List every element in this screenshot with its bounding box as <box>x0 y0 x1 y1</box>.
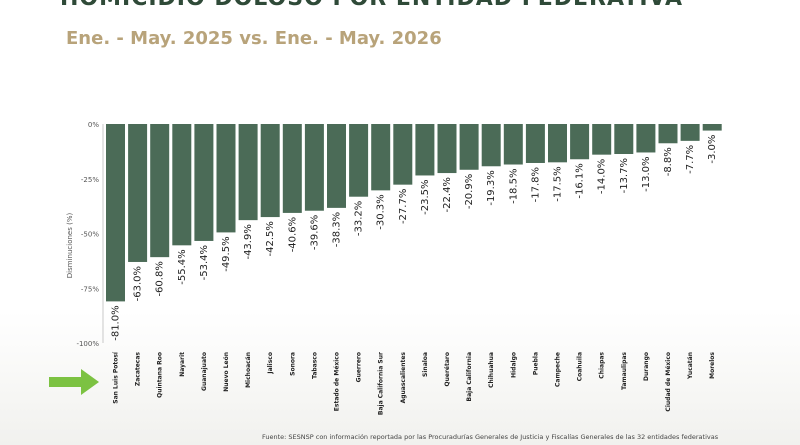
y-axis-title: Disminuciones (%) <box>66 213 74 279</box>
category-label: San Luis Potosí <box>113 351 120 404</box>
value-label: -22.4% <box>442 177 453 212</box>
value-label: -7.7% <box>685 145 696 174</box>
value-label: -13.7% <box>619 158 630 193</box>
value-label: -60.8% <box>155 261 166 296</box>
category-label: Aguascalientes <box>400 352 407 404</box>
bar <box>503 124 523 165</box>
value-label: -16.1% <box>575 163 586 198</box>
bar <box>570 124 590 160</box>
value-label: -14.0% <box>597 159 608 194</box>
bar <box>128 124 148 262</box>
bar <box>194 124 214 241</box>
value-label: -30.3% <box>376 194 387 229</box>
bar <box>349 124 369 197</box>
category-label: Querétaro <box>444 352 451 386</box>
value-label: -38.3% <box>332 212 343 247</box>
value-labels: -81.0% -63.0% -60.8% -55.4% -53.4% -49.5% -43.… <box>111 135 719 341</box>
highlight-arrow-icon <box>49 369 99 395</box>
category-label: Campeche <box>555 352 562 387</box>
y-axis: 0% -25% -50% -75% -100% Disminuciones (%) <box>66 121 104 348</box>
bar <box>702 124 722 131</box>
bar <box>459 124 479 170</box>
category-label: Estado de México <box>334 352 341 411</box>
value-label: -40.6% <box>287 217 298 252</box>
bar <box>238 124 258 221</box>
value-label: -17.5% <box>553 166 564 201</box>
value-label: -43.9% <box>243 224 254 259</box>
bar <box>592 124 612 155</box>
category-label: Durango <box>643 352 650 381</box>
value-label: -53.4% <box>199 245 210 280</box>
value-label: -8.8% <box>663 147 674 176</box>
bar <box>106 124 125 302</box>
y-tick-label: -25% <box>81 176 99 184</box>
category-label: Nuevo León <box>223 352 230 392</box>
category-label: Quintana Roo <box>157 352 164 398</box>
category-label: Yucatán <box>687 352 694 380</box>
bar <box>680 124 700 141</box>
category-label: Chiapas <box>599 352 606 379</box>
bar <box>393 124 413 185</box>
category-label: Tamaulipas <box>621 352 628 390</box>
category-label: Baja California <box>466 352 473 401</box>
y-tick-label: 0% <box>88 121 99 129</box>
value-label: -33.2% <box>354 201 365 236</box>
y-tick-label: -100% <box>76 340 99 348</box>
bar <box>437 124 457 174</box>
category-label: Coahuila <box>577 352 584 381</box>
category-label: Tabasco <box>311 352 318 379</box>
y-tick-label: -50% <box>81 231 99 239</box>
bar <box>260 124 280 218</box>
bar <box>548 124 567 163</box>
bar <box>371 124 391 191</box>
category-label: Sinaloa <box>422 352 429 377</box>
bar <box>415 124 435 176</box>
category-label: Sonora <box>289 352 296 376</box>
y-tick-label: -75% <box>81 285 99 293</box>
category-label: Puebla <box>532 352 539 375</box>
value-label: -20.9% <box>464 174 475 209</box>
value-label: -81.0% <box>111 305 122 340</box>
value-label: -17.8% <box>530 167 541 202</box>
value-label: -63.0% <box>133 266 144 301</box>
value-label: -3.0% <box>707 135 718 164</box>
value-label: -55.4% <box>177 249 188 284</box>
category-label: Nayarit <box>179 352 186 377</box>
category-label: Chihuahua <box>488 352 495 388</box>
category-label: Baja California Sur <box>378 352 385 415</box>
category-label: Michoacán <box>245 352 252 388</box>
value-label: -42.5% <box>265 221 276 256</box>
bar <box>636 124 656 153</box>
bar <box>327 124 346 208</box>
chart-subtitle: Ene. - May. 2025 vs. Ene. - May. 2026 <box>66 28 442 49</box>
source-note: Fuente: SESNSP con información reportada… <box>262 433 719 441</box>
category-label: Guanajuato <box>201 352 208 391</box>
category-label: Guerrero <box>356 352 363 382</box>
bar <box>216 124 236 233</box>
value-label: -18.5% <box>508 169 519 204</box>
category-label: Jalisco <box>267 352 274 375</box>
bar <box>525 124 545 163</box>
page-title: HOMICIDIO DOLOSO POR ENTIDAD FEDERATIVA <box>60 0 740 8</box>
bar <box>282 124 302 213</box>
value-label: -39.6% <box>309 215 320 250</box>
bar <box>304 124 324 211</box>
bar <box>614 124 634 155</box>
category-label: Hidalgo <box>510 352 517 378</box>
value-label: -49.5% <box>221 236 232 271</box>
bars <box>106 124 722 302</box>
bar <box>150 124 170 258</box>
category-labels: San Luis Potosí Zacatecas Quintana Roo Naya… <box>113 351 717 415</box>
category-label: Morelos <box>709 352 716 379</box>
value-label: -19.3% <box>486 170 497 205</box>
category-label: Ciudad de México <box>665 352 672 412</box>
value-label: -23.5% <box>420 179 431 214</box>
category-label: Zacatecas <box>135 352 142 387</box>
value-label: -27.7% <box>398 189 409 224</box>
bar <box>658 124 678 144</box>
bar <box>172 124 192 246</box>
value-label: -13.0% <box>641 156 652 191</box>
bar <box>481 124 501 167</box>
